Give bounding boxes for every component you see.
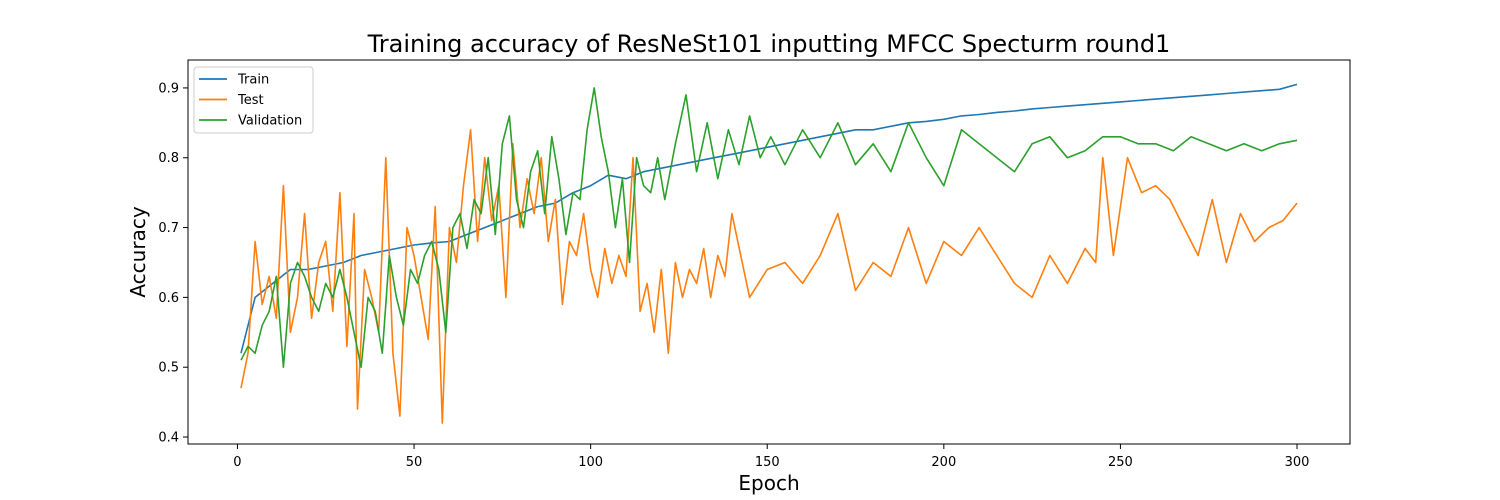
x-tick-label: 300	[1285, 455, 1310, 470]
x-tick-label: 0	[233, 455, 241, 470]
x-axis-ticks: 0 50 100 150 200 250 300	[233, 444, 1309, 470]
series-line-train	[240, 83, 1298, 354]
legend-label-train: Train	[237, 73, 269, 88]
legend-box	[193, 66, 314, 134]
x-tick-label: 100	[578, 455, 603, 470]
y-axis-ticks: 0.4 0.5 0.6 0.7 0.8 0.9	[158, 81, 188, 446]
x-tick-label: 50	[406, 455, 423, 470]
x-tick-label: 250	[1108, 455, 1133, 470]
legend-label-test: Test	[237, 93, 264, 108]
chart-title: Training accuracy of ResNeSt101 inputtin…	[367, 30, 1171, 58]
series-line-validation	[240, 87, 1298, 369]
series-layer	[240, 83, 1298, 424]
y-tick-label: 0.4	[158, 431, 179, 446]
y-axis-label: Accuracy	[126, 206, 150, 297]
y-tick-label: 0.6	[158, 291, 179, 306]
x-tick-label: 200	[931, 455, 956, 470]
y-tick-label: 0.8	[158, 151, 179, 166]
y-tick-label: 0.5	[158, 361, 179, 376]
x-tick-label: 150	[755, 455, 780, 470]
legend-label-validation: Validation	[238, 114, 302, 129]
plot-frame	[187, 59, 1351, 445]
y-tick-label: 0.9	[158, 81, 179, 96]
legend: Train Test Validation	[193, 66, 314, 134]
y-tick-label: 0.7	[158, 221, 179, 236]
x-axis-label: Epoch	[738, 471, 799, 495]
series-line-test	[240, 129, 1298, 424]
